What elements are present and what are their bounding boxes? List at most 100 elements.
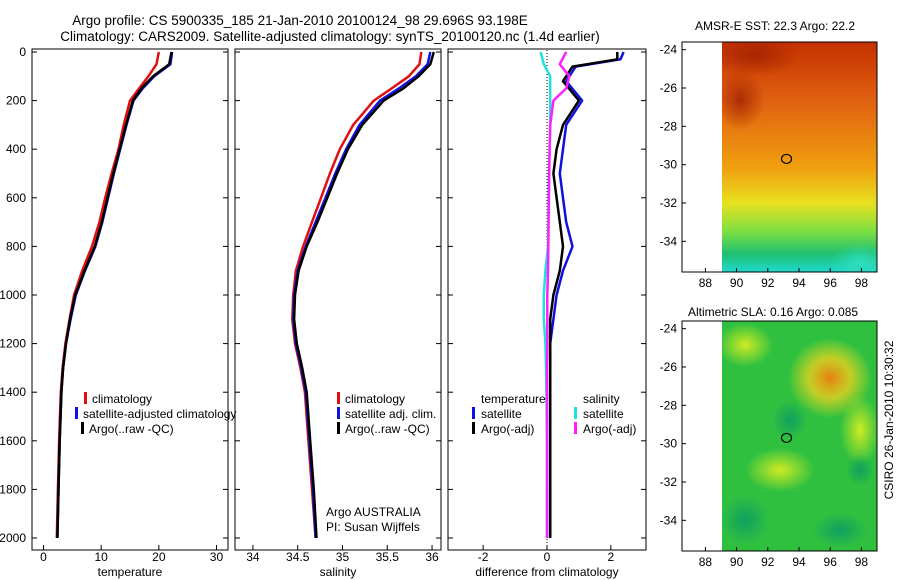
difference-xlabel: difference from climatology	[475, 565, 618, 579]
legend-label-sal-satellite: satellite	[583, 407, 624, 421]
x-tick-label: 98	[855, 276, 869, 290]
annotation-pi: PI: Susan Wijffels	[326, 520, 420, 534]
x-tick-label: 30	[210, 550, 224, 564]
sla-high-anomaly	[788, 338, 872, 418]
y-tick-label: 1200	[0, 337, 26, 351]
y-tick-label: -28	[660, 398, 678, 412]
legend-heading-temperature: temperature	[481, 392, 546, 406]
legend-label-satellite: satellite-adjusted climatology	[83, 407, 236, 421]
sla-map-title: Altimetric SLA: 0.16 Argo: 0.085	[688, 305, 858, 319]
legend-swatch-temp-argo	[472, 422, 475, 434]
y-tick-label: 0	[19, 45, 26, 59]
series-line-salinity-satellite	[539, 51, 552, 538]
y-tick-label: -26	[660, 81, 678, 95]
x-tick-label: 94	[792, 276, 806, 290]
y-tick-label: -26	[660, 360, 678, 374]
sla-map-axes: 88 90 92 94 96 98 -24 -26 -28 -30 -32 -34	[660, 320, 878, 569]
y-tick-label: -32	[660, 196, 678, 210]
legend-label-argo: Argo(..raw -QC)	[89, 422, 174, 436]
x-tick-label: 0	[544, 550, 551, 564]
x-tick-label: -2	[478, 550, 489, 564]
legend-label-sal-argo: Argo(-adj)	[583, 422, 636, 436]
x-tick-label: 35	[336, 550, 350, 564]
y-tick-label: -32	[660, 475, 678, 489]
y-tick-label: 1000	[0, 288, 26, 302]
legend-swatch-sal-satellite	[574, 407, 577, 419]
y-tick-label: 2000	[0, 531, 26, 545]
salinity-xlabel: salinity	[320, 565, 357, 579]
annotation-argo-australia: Argo AUSTRALIA	[326, 505, 421, 519]
sst-warm-patch	[722, 70, 765, 130]
x-tick-label: 96	[824, 276, 838, 290]
series-line-argo-raw-qc-	[56, 51, 173, 539]
y-tick-label: 1800	[0, 482, 26, 496]
x-tick-label: 20	[152, 550, 166, 564]
sst-map-axes: 88 90 92 94 96 98 -24 -26 -28 -30 -32 -34	[660, 41, 878, 290]
legend-label-temp-satellite: satellite	[481, 407, 522, 421]
sla-low-anomaly	[722, 495, 770, 545]
legend-swatch-argo	[337, 422, 340, 434]
difference-legend: temperature satellite Argo(-adj) salinit…	[472, 392, 636, 436]
legend-swatch-climatology	[84, 392, 87, 404]
sla-low-anomaly	[772, 400, 808, 440]
argo-location-marker	[780, 432, 793, 444]
series-line-temperature-satellite	[548, 51, 625, 538]
x-tick-label: 10	[94, 550, 108, 564]
legend-label-satellite: satellite adj. clim.	[345, 407, 436, 421]
y-tick-label: 200	[6, 94, 26, 108]
y-tick-label: -24	[660, 43, 678, 57]
x-tick-label: 92	[761, 555, 775, 569]
y-tick-label: -24	[660, 322, 678, 336]
sst-warm-patch	[722, 42, 800, 77]
y-tick-label: -30	[660, 158, 678, 172]
y-tick-label: 400	[6, 142, 26, 156]
sla-yellow-patch	[840, 395, 877, 465]
x-tick-label: 96	[824, 555, 838, 569]
x-tick-label: 0	[40, 550, 47, 564]
x-tick-label: 2	[608, 550, 615, 564]
x-tick-label: 90	[730, 276, 744, 290]
temperature-panel: 0 10 20 30 0 200 400 600 800 1000 1200 1400 1600 1800…	[0, 45, 228, 564]
sst-heatmap	[722, 42, 877, 272]
legend-label-argo: Argo(..raw -QC)	[345, 422, 430, 436]
sla-yellow-patch	[745, 448, 815, 492]
legend-label-temp-argo: Argo(-adj)	[481, 422, 534, 436]
legend-label-climatology: climatology	[345, 392, 405, 406]
legend-swatch-temp-satellite	[472, 407, 475, 419]
series-line-temperature-argo-adj-	[548, 52, 619, 538]
legend-swatch-satellite	[75, 407, 78, 419]
x-tick-label: 35.5	[376, 550, 400, 564]
figure-title-line1: Argo profile: CS 5900335_185 21-Jan-2010…	[72, 13, 528, 28]
temperature-panel-frame	[31, 48, 229, 551]
side-timestamp-label: CSIRO 26-Jan-2010 10:30:32	[882, 340, 896, 499]
y-tick-label: -28	[660, 119, 678, 133]
temperature-xlabel: temperature	[98, 565, 163, 579]
series-line-argo-raw-qc-	[292, 51, 436, 539]
sla-map: Altimetric SLA: 0.16 Argo: 0.085 88 90 92 9…	[660, 305, 878, 569]
x-tick-label: 88	[699, 276, 713, 290]
x-tick-label: 98	[855, 555, 869, 569]
x-tick-label: 88	[699, 555, 713, 569]
y-tick-label: -34	[660, 234, 678, 248]
salinity-legend: climatology satellite adj. clim. Argo(..…	[326, 392, 436, 534]
y-tick-label: 1400	[0, 385, 26, 399]
legend-swatch-satellite	[337, 407, 340, 419]
y-tick-label: -34	[660, 513, 678, 527]
y-tick-label: -30	[660, 437, 678, 451]
y-tick-label: 800	[6, 239, 26, 253]
x-tick-label: 92	[761, 276, 775, 290]
figure-title-line2: Climatology: CARS2009. Satellite-adjuste…	[60, 29, 600, 44]
salinity-panel-frame	[234, 48, 442, 551]
legend-label-climatology: climatology	[92, 392, 152, 406]
legend-swatch-argo	[81, 422, 84, 434]
x-tick-label: 90	[730, 555, 744, 569]
sla-heatmap	[722, 321, 877, 551]
y-tick-label: 1600	[0, 434, 26, 448]
y-tick-label: 600	[6, 191, 26, 205]
map-frame	[681, 320, 878, 552]
x-tick-label: 34.5	[286, 550, 310, 564]
sst-map: AMSR-E SST: 22.3 Argo: 22.2 88 90 92 94 96 98…	[660, 19, 878, 290]
series-line-salinity-argo-adj-	[545, 51, 571, 538]
argo-location-marker	[780, 153, 793, 165]
